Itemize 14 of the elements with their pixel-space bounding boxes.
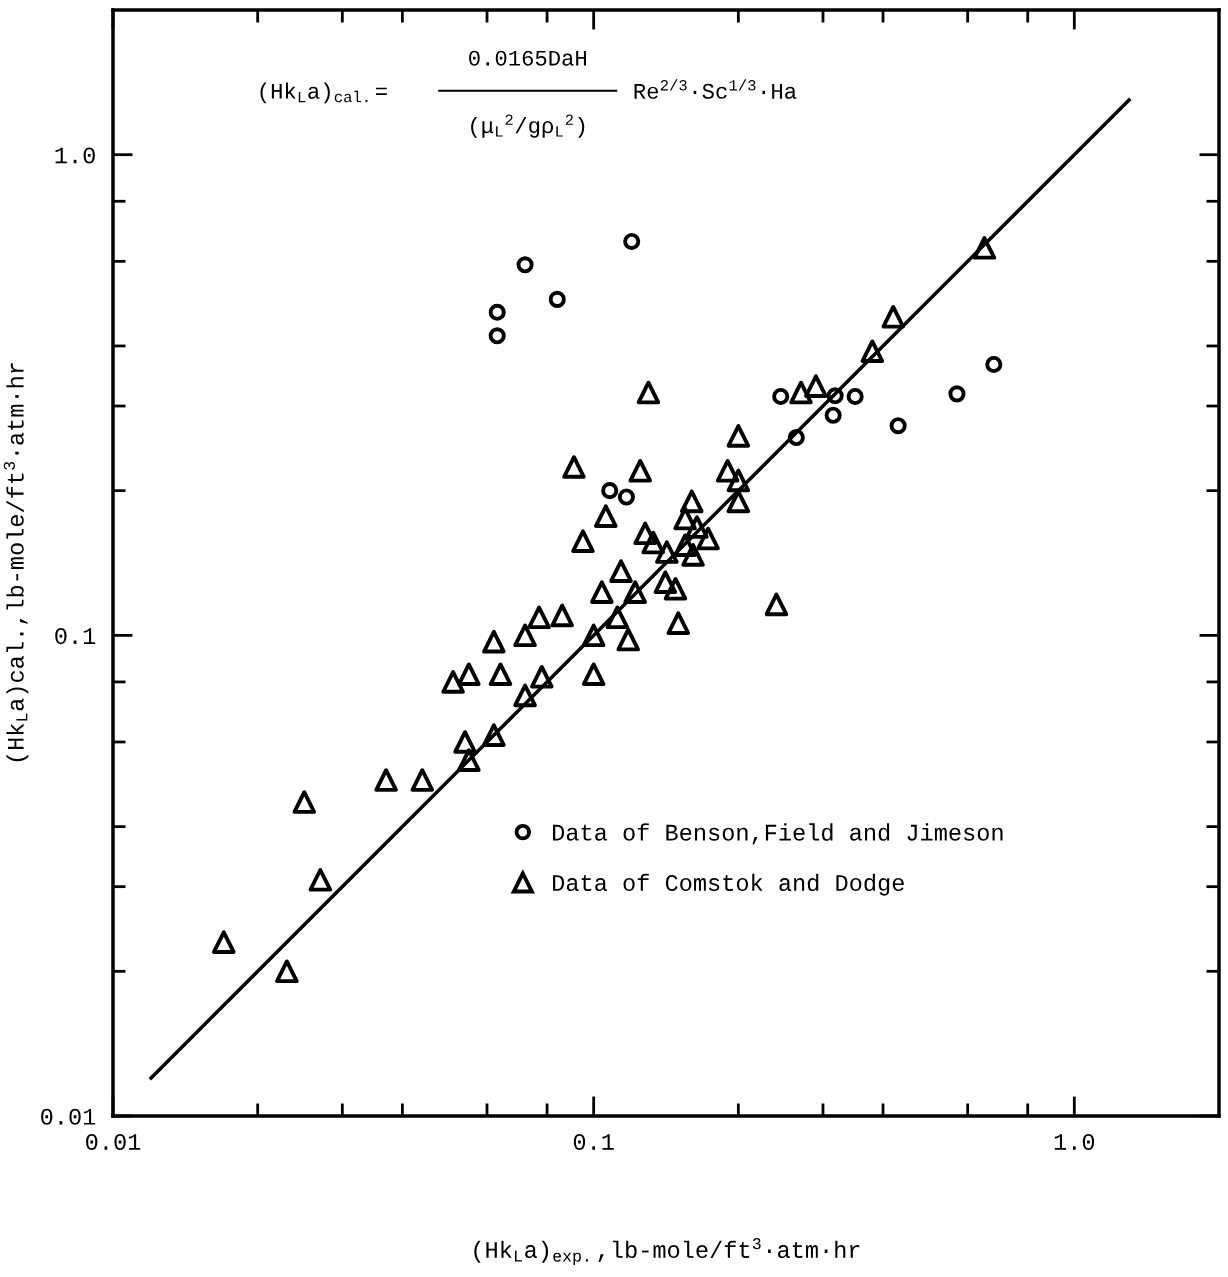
annotation: (Hk$_{L}$a)$_{cal.}$= (260, 82, 387, 104)
x-axis-title: (Hk$_{L}$a)$_{exp.}$,lb-mole/ft$^{3}$·atm·hr (474, 1238, 860, 1265)
y-axis-title: (Hk$_{L}$a)cal.,lb-mole/ft$^{3}$·atm·hr (3, 363, 29, 762)
y-tick-label: 0.01 (41, 1108, 96, 1125)
x-tick-label: 0.1 (573, 1133, 614, 1151)
legend-label: Data of Benson,Field and Jimeson (553, 823, 1003, 845)
legend-label: Data of Comstok and Dodge (553, 873, 904, 896)
x-tick-label: 1.0 (1054, 1133, 1095, 1151)
x-tick-label: 0.01 (86, 1133, 141, 1151)
annotation: (μ$_{L}$$^{2}$/gρ$_{L}$$^{2}$) (471, 114, 585, 138)
y-tick-label: 1.0 (55, 147, 95, 164)
annotation: Re$^{2/3}$·Sc$^{1/3}$·Ha (634, 79, 797, 99)
y-tick-label: 0.1 (55, 628, 96, 645)
annotation: 0.0165DaH (469, 50, 586, 66)
